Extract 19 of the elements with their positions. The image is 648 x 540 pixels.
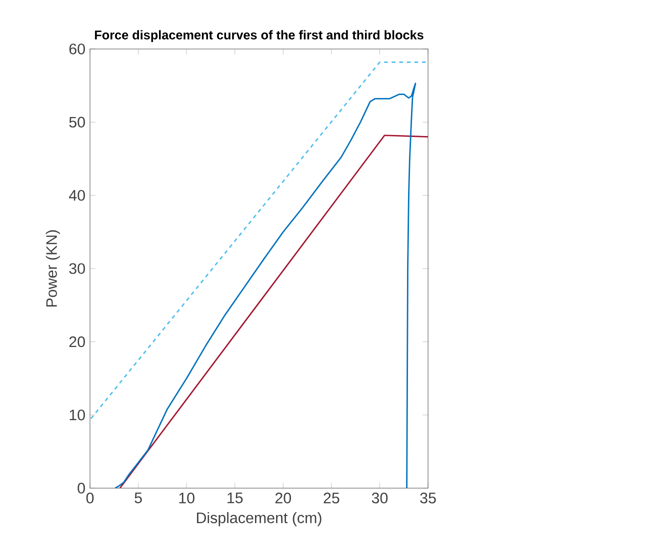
x-tick-label: 5 bbox=[134, 492, 142, 504]
y-tick-label: 20 bbox=[69, 336, 85, 348]
y-tick-label: 30 bbox=[69, 263, 85, 274]
chart-title: Force displacement curves of the first and third blocks bbox=[94, 30, 424, 42]
y-tick-label: 60 bbox=[69, 44, 85, 54]
y-tick-label: 40 bbox=[68, 190, 85, 201]
x-tick-label: 15 bbox=[228, 492, 243, 504]
line-series bbox=[114, 82, 416, 488]
y-tick-label: 10 bbox=[70, 410, 85, 420]
y-tick-label: 50 bbox=[69, 116, 85, 128]
x-tick-label: 30 bbox=[372, 492, 388, 504]
x-tick-label: 35 bbox=[420, 492, 436, 504]
x-tick-label: 20 bbox=[275, 492, 292, 504]
x-tick-label: 25 bbox=[324, 492, 340, 504]
x-tick-label: 0 bbox=[86, 492, 94, 504]
y-axis-title: Power (KN) bbox=[46, 230, 60, 307]
x-axis-title: Displacement (cm) bbox=[196, 512, 322, 526]
x-tick-label: 10 bbox=[179, 492, 194, 504]
y-tick-label: 0 bbox=[78, 482, 85, 494]
